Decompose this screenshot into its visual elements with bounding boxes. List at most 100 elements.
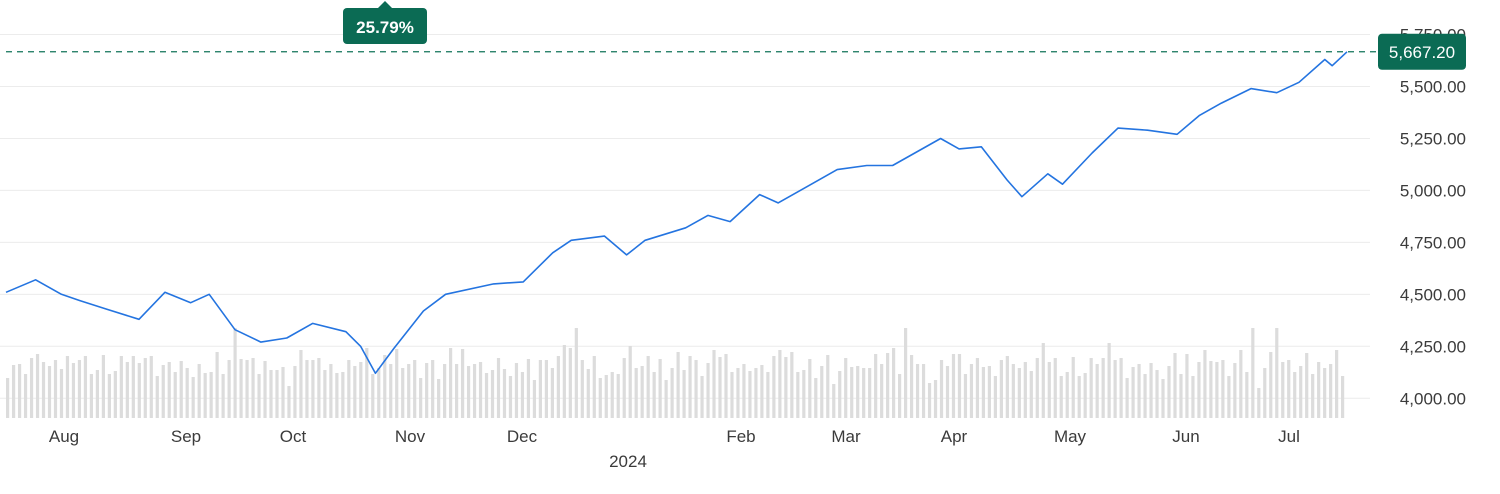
volume-bar (832, 384, 836, 418)
volume-bar (1053, 358, 1057, 418)
volume-bar (484, 373, 489, 418)
volume-bar (688, 356, 692, 418)
volume-bar (167, 362, 171, 418)
volume-bar (670, 368, 674, 418)
volume-bar (359, 362, 363, 418)
volume-bar (574, 328, 578, 418)
volume-bar (281, 367, 285, 418)
x-tick-label: Oct (280, 427, 307, 446)
y-tick-label: 4,250.00 (1400, 337, 1466, 356)
volume-bar (323, 370, 327, 418)
volume-bar (23, 374, 28, 418)
volume-bar (838, 371, 842, 418)
volume-bar (1329, 364, 1333, 418)
volume-bar (802, 370, 806, 418)
volume-bar (245, 360, 249, 418)
volume-bar (11, 365, 16, 418)
volume-bar (1185, 354, 1189, 418)
volume-bar (748, 371, 752, 418)
volume-bar (610, 372, 614, 418)
volume-bar (826, 355, 830, 418)
x-tick-label: Nov (395, 427, 426, 446)
volume-bar (1131, 367, 1135, 418)
volume-bar (568, 348, 572, 418)
volume-bar (35, 354, 40, 418)
volume-bar (1275, 328, 1279, 418)
volume-bar (1059, 376, 1063, 418)
volume-bar (915, 364, 920, 418)
volume-bar (425, 363, 429, 418)
volume-bar (556, 356, 560, 418)
volume-bar (460, 349, 465, 418)
volume-bar (676, 352, 680, 418)
volume-bar (1221, 360, 1225, 418)
volume-bar (939, 360, 944, 418)
y-axis-ticks: 4,000.00 4,250.00 4,500.00 4,750.00 5,000.00… (1400, 26, 1466, 409)
volume-bar (443, 364, 447, 418)
x-tick-label: Jul (1278, 427, 1300, 446)
volume-bar (215, 352, 219, 418)
volume-bar (275, 370, 279, 418)
volume-bar (766, 372, 770, 418)
volume-bar (742, 364, 746, 418)
volume-bar (957, 354, 962, 418)
volume-bar (700, 376, 704, 418)
volume-bar (317, 358, 321, 418)
volume-bar (149, 356, 153, 418)
price-line-layer (5, 51, 1348, 375)
volume-bar (47, 366, 52, 418)
volume-bar (466, 366, 471, 418)
volume-bar (53, 360, 58, 418)
volume-bar (41, 362, 46, 418)
volume-bar (173, 372, 177, 418)
volume-bar (383, 355, 387, 418)
volume-bar (844, 358, 848, 418)
volume-bar (652, 372, 656, 418)
volume-bar (730, 372, 734, 418)
volume-bar (520, 372, 525, 418)
x-tick-label: Aug (49, 427, 79, 446)
volume-bar (251, 358, 255, 418)
volume-bar (1179, 374, 1183, 418)
volume-bar (1305, 353, 1309, 418)
volume-bar (233, 328, 237, 418)
volume-bar (712, 350, 716, 418)
volume-bar (490, 370, 495, 418)
volume-bar (616, 374, 620, 418)
volume-bar (1191, 376, 1195, 418)
volume-bar (658, 359, 662, 418)
volume-bar (1317, 362, 1321, 418)
volume-bar (1137, 364, 1141, 418)
grid-layer (0, 34, 1370, 399)
volume-bar (155, 376, 159, 418)
volume-bar (532, 380, 537, 418)
volume-bar (706, 363, 710, 418)
volume-bar (969, 364, 974, 418)
volume-bar (1287, 360, 1291, 418)
volume-bar (1323, 368, 1327, 418)
volume-bar (592, 356, 596, 418)
volume-bar (179, 361, 183, 418)
volume-bar (622, 358, 626, 418)
volume-bar (1203, 350, 1207, 418)
volume-bar (431, 360, 435, 418)
change-percent-label: 25.79% (356, 18, 414, 37)
y-tick-label: 5,500.00 (1400, 78, 1466, 97)
volume-bar (419, 378, 423, 418)
volume-bar (1005, 356, 1009, 418)
volume-bar (562, 345, 566, 418)
volume-bar (1089, 358, 1093, 418)
volume-bar (682, 370, 686, 418)
y-tick-label: 4,500.00 (1400, 285, 1466, 304)
volume-bar (724, 354, 728, 418)
volume-bar (1125, 378, 1129, 418)
volume-bar (987, 366, 992, 418)
volume-bar (1197, 362, 1201, 418)
volume-bar (772, 356, 776, 418)
volume-bar (395, 349, 399, 418)
volume-bar (401, 368, 405, 418)
volume-bar (95, 370, 99, 418)
volume-bar (89, 374, 94, 418)
